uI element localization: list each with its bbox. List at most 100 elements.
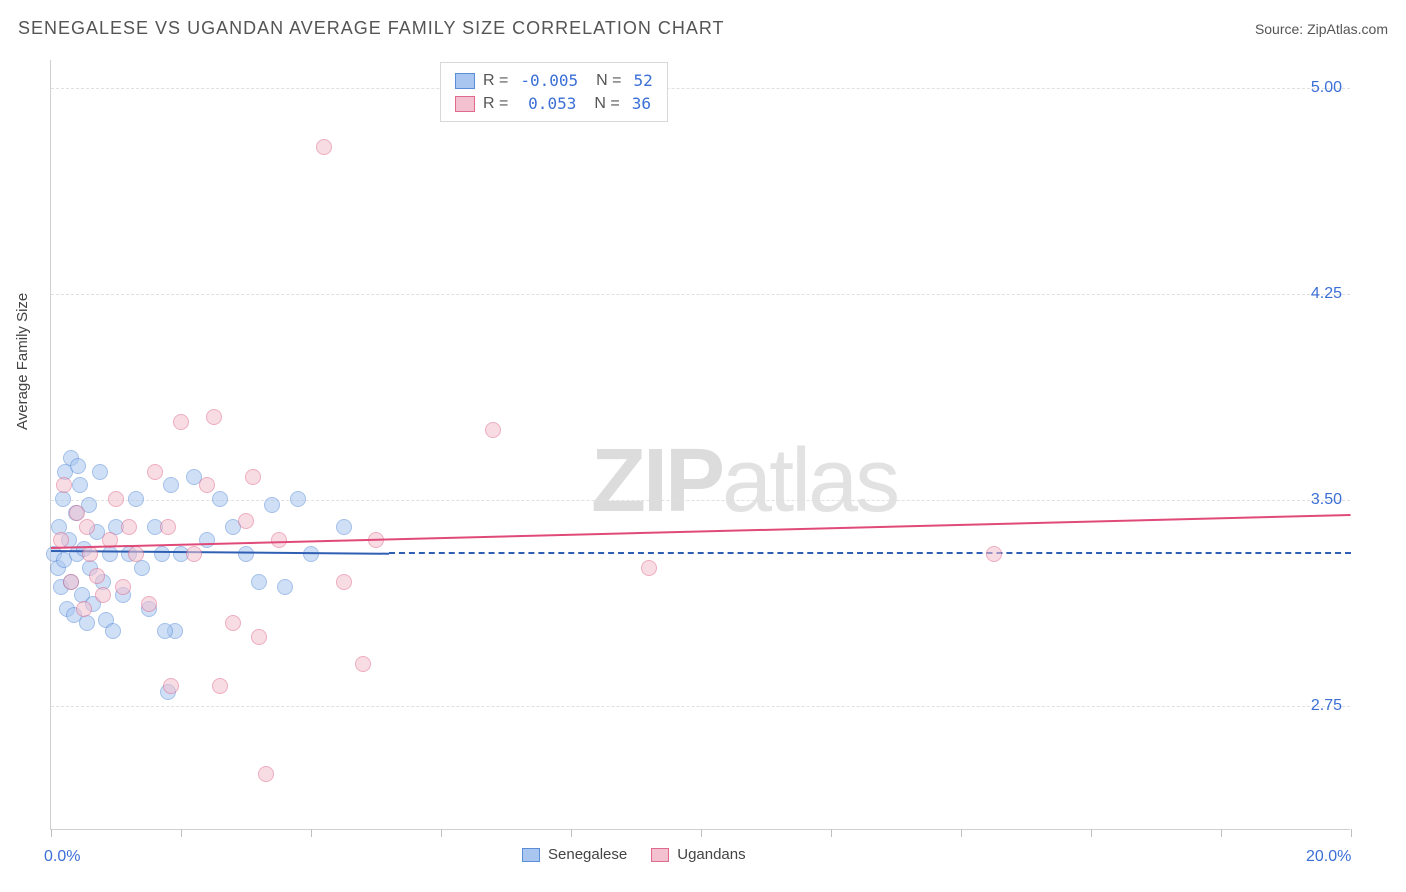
x-tick	[1091, 829, 1092, 837]
data-point	[95, 587, 111, 603]
data-point	[316, 139, 332, 155]
data-point	[63, 574, 79, 590]
legend-swatch	[651, 848, 669, 862]
data-point	[141, 596, 157, 612]
data-point	[336, 519, 352, 535]
data-point	[212, 678, 228, 694]
legend-n-value: 52	[633, 71, 652, 90]
legend-series-label: Senegalese	[548, 846, 627, 863]
data-point	[258, 766, 274, 782]
legend-r-label: R =	[483, 72, 508, 90]
gridline	[51, 88, 1350, 89]
x-tick	[571, 829, 572, 837]
legend-swatch	[522, 848, 540, 862]
data-point	[160, 519, 176, 535]
legend-series-item: Ugandans	[651, 846, 745, 863]
data-point	[134, 560, 150, 576]
x-tick	[311, 829, 312, 837]
data-point	[128, 491, 144, 507]
data-point	[641, 560, 657, 576]
legend-row: R = -0.005 N = 52	[455, 69, 653, 92]
legend-correlation: R = -0.005 N = 52 R = 0.053 N = 36	[440, 62, 668, 122]
data-point	[128, 546, 144, 562]
x-tick	[1351, 829, 1352, 837]
data-point	[199, 477, 215, 493]
data-point	[238, 513, 254, 529]
y-tick-label: 5.00	[1311, 79, 1342, 97]
legend-n-value: 36	[632, 94, 651, 113]
data-point	[154, 546, 170, 562]
data-point	[163, 678, 179, 694]
regression-dashed-extension	[389, 552, 1351, 554]
legend-swatch	[455, 73, 475, 89]
watermark-bold: ZIP	[591, 431, 722, 531]
data-point	[79, 615, 95, 631]
data-point	[245, 469, 261, 485]
data-point	[102, 546, 118, 562]
gridline	[51, 706, 1350, 707]
x-axis-min-label: 0.0%	[44, 848, 80, 866]
data-point	[92, 464, 108, 480]
title-bar: SENEGALESE VS UGANDAN AVERAGE FAMILY SIZ…	[18, 18, 1388, 39]
legend-r-value: -0.005	[520, 71, 578, 90]
data-point	[225, 615, 241, 631]
watermark: ZIPatlas	[591, 430, 897, 533]
data-point	[336, 574, 352, 590]
legend-n-label: N =	[594, 95, 619, 113]
data-point	[157, 623, 173, 639]
data-point	[277, 579, 293, 595]
data-point	[55, 491, 71, 507]
y-tick-label: 2.75	[1311, 697, 1342, 715]
data-point	[206, 409, 222, 425]
data-point	[56, 477, 72, 493]
legend-r-label: R =	[483, 95, 508, 113]
x-tick	[961, 829, 962, 837]
source-label: Source: ZipAtlas.com	[1255, 21, 1388, 37]
data-point	[115, 579, 131, 595]
legend-row: R = 0.053 N = 36	[455, 92, 653, 115]
data-point	[199, 532, 215, 548]
x-tick	[441, 829, 442, 837]
x-tick	[181, 829, 182, 837]
legend-series-item: Senegalese	[522, 846, 627, 863]
legend-series: Senegalese Ugandans	[522, 846, 746, 863]
data-point	[290, 491, 306, 507]
data-point	[986, 546, 1002, 562]
y-axis-label: Average Family Size	[14, 293, 31, 430]
gridline	[51, 500, 1350, 501]
y-tick-label: 4.25	[1311, 285, 1342, 303]
data-point	[355, 656, 371, 672]
legend-n-label: N =	[596, 72, 621, 90]
y-tick-label: 3.50	[1311, 491, 1342, 509]
watermark-rest: atlas	[722, 431, 897, 531]
legend-series-label: Ugandans	[677, 846, 745, 863]
data-point	[105, 623, 121, 639]
data-point	[173, 414, 189, 430]
data-point	[70, 458, 86, 474]
data-point	[485, 422, 501, 438]
data-point	[121, 519, 137, 535]
data-point	[72, 477, 88, 493]
data-point	[186, 546, 202, 562]
data-point	[76, 601, 92, 617]
data-point	[251, 629, 267, 645]
x-tick	[831, 829, 832, 837]
data-point	[79, 519, 95, 535]
data-point	[264, 497, 280, 513]
data-point	[147, 464, 163, 480]
data-point	[212, 491, 228, 507]
data-point	[108, 491, 124, 507]
data-point	[89, 568, 105, 584]
data-point	[163, 477, 179, 493]
data-point	[82, 546, 98, 562]
legend-r-value: 0.053	[520, 94, 576, 113]
x-axis-max-label: 20.0%	[1306, 848, 1351, 866]
legend-swatch	[455, 96, 475, 112]
plot-area: ZIPatlas 2.75 3.50 4.25 5.00	[50, 60, 1350, 830]
data-point	[238, 546, 254, 562]
x-tick	[701, 829, 702, 837]
chart-title: SENEGALESE VS UGANDAN AVERAGE FAMILY SIZ…	[18, 18, 725, 39]
x-tick	[1221, 829, 1222, 837]
x-tick	[51, 829, 52, 837]
data-point	[251, 574, 267, 590]
